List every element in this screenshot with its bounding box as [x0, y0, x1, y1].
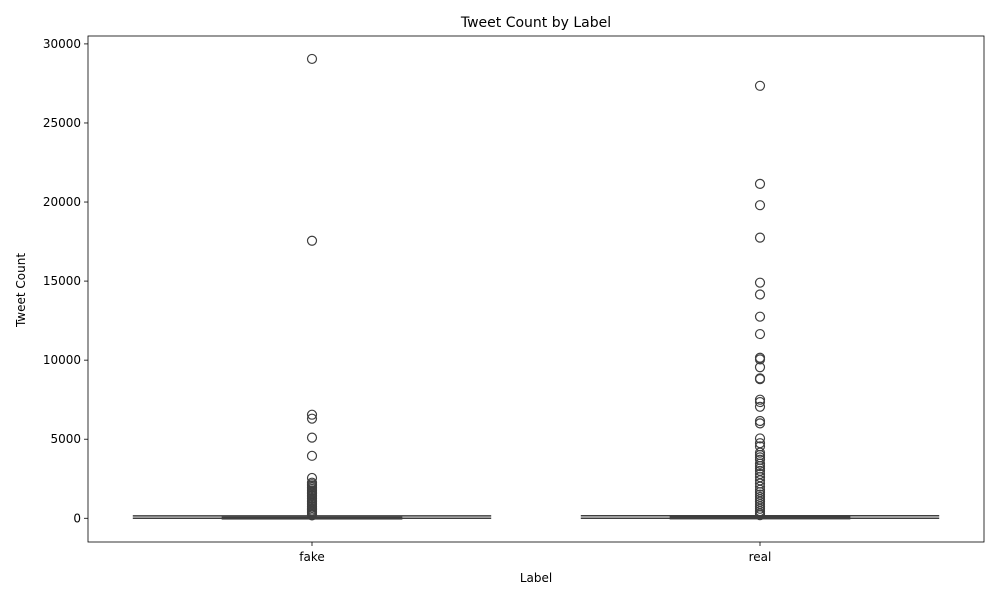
outlier-point — [754, 277, 766, 288]
outlier-point — [306, 510, 318, 521]
outlier-point — [754, 396, 766, 408]
outlier-point — [306, 432, 318, 443]
x-axis-label: Label — [520, 571, 552, 585]
y-tick-label: 5000 — [50, 432, 81, 446]
outlier-point — [754, 433, 766, 444]
outlier-point — [306, 413, 318, 424]
outlier-point — [754, 232, 766, 243]
outlier-point — [754, 401, 766, 412]
plot-frame — [87, 35, 985, 543]
outlier-point — [754, 374, 766, 385]
y-tick-label: 15000 — [43, 274, 81, 288]
outlier-point — [754, 311, 766, 322]
chart-title: Tweet Count by Label — [460, 15, 611, 31]
outlier-point — [306, 450, 318, 461]
outlier-point — [754, 178, 766, 189]
outlier-point — [754, 418, 766, 429]
outlier-point — [754, 362, 766, 373]
x-tick-label: fake — [299, 550, 324, 564]
outlier-point — [306, 409, 318, 420]
outlier-point — [754, 481, 766, 492]
outlier-point — [754, 80, 766, 91]
y-tick-label: 30000 — [43, 37, 81, 51]
outlier-point — [754, 328, 766, 340]
outlier-point — [754, 510, 766, 521]
y-tick-label: 25000 — [43, 116, 81, 130]
y-tick-label: 0 — [73, 511, 81, 525]
outlier-point — [754, 354, 766, 365]
y-axis-label: Tweet Count — [14, 253, 28, 328]
x-tick-label: real — [749, 550, 772, 564]
outlier-point — [754, 289, 766, 300]
outlier-point — [754, 200, 766, 211]
y-tick-label: 20000 — [43, 195, 81, 209]
outlier-point — [306, 53, 318, 65]
outlier-point — [306, 235, 318, 246]
plot-area: 0 5000 10000 15000 20000 25000 30000 fake real — [43, 35, 985, 564]
y-tick-label: 10000 — [43, 353, 81, 367]
